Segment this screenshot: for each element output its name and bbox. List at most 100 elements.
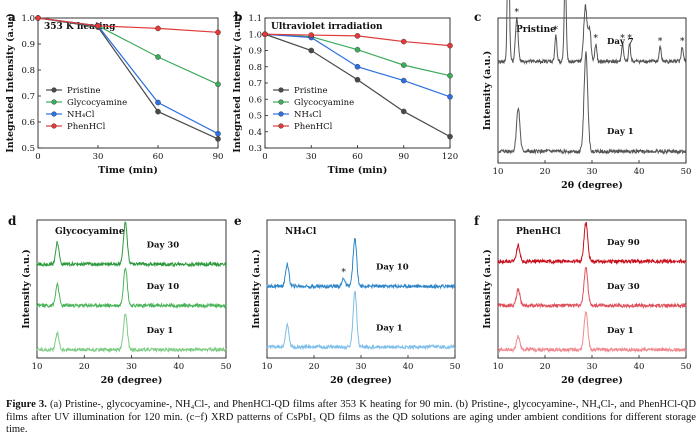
panel-f-pattern-line — [497, 266, 687, 310]
panel-c-xtick-label: 40 — [634, 167, 645, 177]
panel-c-xtick-label: 50 — [681, 167, 692, 177]
panel-b-legend-marker — [278, 123, 284, 129]
panel-a-legend-label: Glycocyamine — [67, 98, 127, 108]
panel-e-xtick-label: 20 — [309, 362, 320, 372]
panel-a-data-point — [215, 81, 221, 88]
panel-b-xtick-label: 60 — [352, 152, 363, 162]
panel-d-xtick-label: 50 — [221, 362, 232, 372]
panel-a-series-line — [37, 17, 219, 135]
panel-a-data-point — [215, 130, 221, 137]
panel-b-ylabel: Integrated Intensity (a.u.) — [232, 13, 243, 153]
panel-b-legend-label: PhenHCl — [294, 122, 333, 132]
panel-c-xtick-label: 10 — [493, 167, 504, 177]
panel-e-peak-star: * — [341, 268, 346, 278]
panel-e-pattern-line — [266, 238, 456, 290]
panel-a-ytick-label: 0.6 — [21, 118, 35, 128]
panel-a-xtick-label: 0 — [35, 152, 40, 162]
panel-a-series-line — [37, 17, 219, 33]
panel-f-xtick-label: 10 — [493, 362, 504, 372]
panel-a-xtick-label: 30 — [93, 152, 104, 162]
panel-a-data-point — [155, 99, 161, 106]
panel-b-data-point — [308, 32, 315, 38]
panel-e-xtick-label: 50 — [450, 362, 461, 372]
panel-a-legend-label: NH₄Cl — [67, 110, 95, 120]
panel-e-frame — [266, 219, 456, 359]
panel-d-pattern-line — [36, 267, 227, 310]
panel-f-xtick-label: 20 — [540, 362, 551, 372]
panel-a-xlabel: Time (min) — [98, 165, 158, 176]
panel-b-ytick-label: 0.5 — [248, 112, 262, 122]
panel-d-panel-label: d — [8, 214, 17, 228]
panel-e-series-label: Day 10 — [376, 263, 409, 273]
panel-b-ytick-label: 0.7 — [248, 79, 262, 89]
caption-text: (a) Pristine-, glycocyamine-, NH₄Cl-, an… — [6, 399, 696, 436]
panel-c-peak-star: * — [594, 34, 599, 44]
panel-f-series-label: Day 30 — [607, 282, 640, 292]
panel-d-pattern-line — [36, 221, 227, 268]
panel-d-pattern-line — [36, 313, 227, 354]
panel-e-pattern-line — [266, 290, 456, 351]
panel-d-xlabel: 2θ (degree) — [101, 375, 163, 386]
panel-d-frame — [36, 219, 227, 359]
panel-a-ytick-label: 1.0 — [21, 14, 35, 24]
panel-b-ytick-label: 0.3 — [248, 144, 262, 154]
panel-b-data-point — [400, 77, 407, 84]
panel-b-ytick-label: 0.4 — [248, 128, 262, 138]
figure-caption: Figure 3. (a) Pristine-, glycocyamine-, … — [6, 399, 696, 437]
panel-b-data-point — [354, 33, 361, 39]
panel-c-xtick-label: 20 — [540, 167, 551, 177]
panel-a-legend-label: PhenHCl — [67, 122, 106, 132]
panel-f-title: PhenHCl — [516, 227, 561, 237]
panel-a-ytick-label: 0.8 — [21, 66, 35, 76]
panel-f-pattern-line — [497, 222, 687, 265]
panel-b-data-point — [354, 76, 361, 83]
panel-d-xtick-label: 40 — [173, 362, 184, 372]
panel-d-xtick-label: 30 — [126, 362, 137, 372]
panel-a-title: 353 K heating — [44, 22, 116, 32]
panel-d-series-label: Day 10 — [147, 282, 180, 292]
panel-c-xlabel: 2θ (degree) — [561, 180, 623, 191]
panel-a-legend-marker — [51, 99, 57, 105]
panel-b-legend-label: NH₄Cl — [294, 110, 322, 120]
panel-c-xtick-label: 30 — [587, 167, 598, 177]
panel-a-legend-label: Pristine — [67, 86, 101, 96]
panel-b-xtick-label: 0 — [262, 152, 267, 162]
panel-b-title: Ultraviolet irradiation — [271, 22, 383, 32]
panel-b-data-point — [447, 42, 453, 49]
panel-a-ytick-label: 0.7 — [21, 92, 35, 102]
panel-f-pattern-line — [497, 310, 687, 354]
panel-a-ylabel: Integrated Intensity (a.u.) — [5, 13, 16, 153]
panel-c-series-label: Day 1 — [607, 127, 634, 137]
panel-f-series-label: Day 1 — [607, 326, 634, 336]
panel-c-series-label: Day 7 — [607, 37, 634, 47]
panel-f-xtick-label: 40 — [634, 362, 645, 372]
panel-d-title: Glycocyamine — [55, 227, 125, 237]
panel-d-series-label: Day 30 — [147, 241, 180, 251]
panel-f-ylabel: Intensity (a.u.) — [482, 249, 493, 329]
panel-b-xlabel: Time (min) — [328, 165, 388, 176]
panel-c-peak-star: * — [554, 25, 559, 35]
panel-b-data-point — [447, 133, 453, 140]
panel-f-xtick-label: 30 — [587, 362, 598, 372]
panel-f-xlabel: 2θ (degree) — [561, 375, 623, 386]
panel-e-xtick-label: 10 — [262, 362, 273, 372]
panel-a-data-point — [95, 22, 101, 29]
panel-c-pattern-line — [497, 0, 687, 66]
panel-a-legend-marker — [51, 87, 57, 93]
panel-b-ytick-label: 0.6 — [248, 95, 262, 105]
panel-c-peak-star: * — [627, 34, 632, 44]
panel-c-peak-star: * — [680, 37, 685, 47]
caption-label: Figure 3. — [6, 399, 47, 410]
panel-a-data-point — [155, 108, 161, 115]
panel-a-xtick-label: 90 — [213, 152, 224, 162]
panel-b-data-point — [308, 47, 315, 54]
panel-c-peak-star: * — [620, 34, 625, 44]
panel-b-ytick-label: 0.9 — [248, 47, 262, 57]
panel-a-data-point — [215, 29, 221, 36]
panel-e-series-label: Day 1 — [376, 323, 403, 333]
panel-f-panel-label: f — [474, 214, 480, 228]
panel-c-peak-star: * — [658, 37, 663, 47]
panel-e-ylabel: Intensity (a.u.) — [251, 249, 262, 329]
panel-a-data-point — [35, 15, 41, 21]
panel-b-legend-label: Glycocyamine — [294, 98, 354, 108]
